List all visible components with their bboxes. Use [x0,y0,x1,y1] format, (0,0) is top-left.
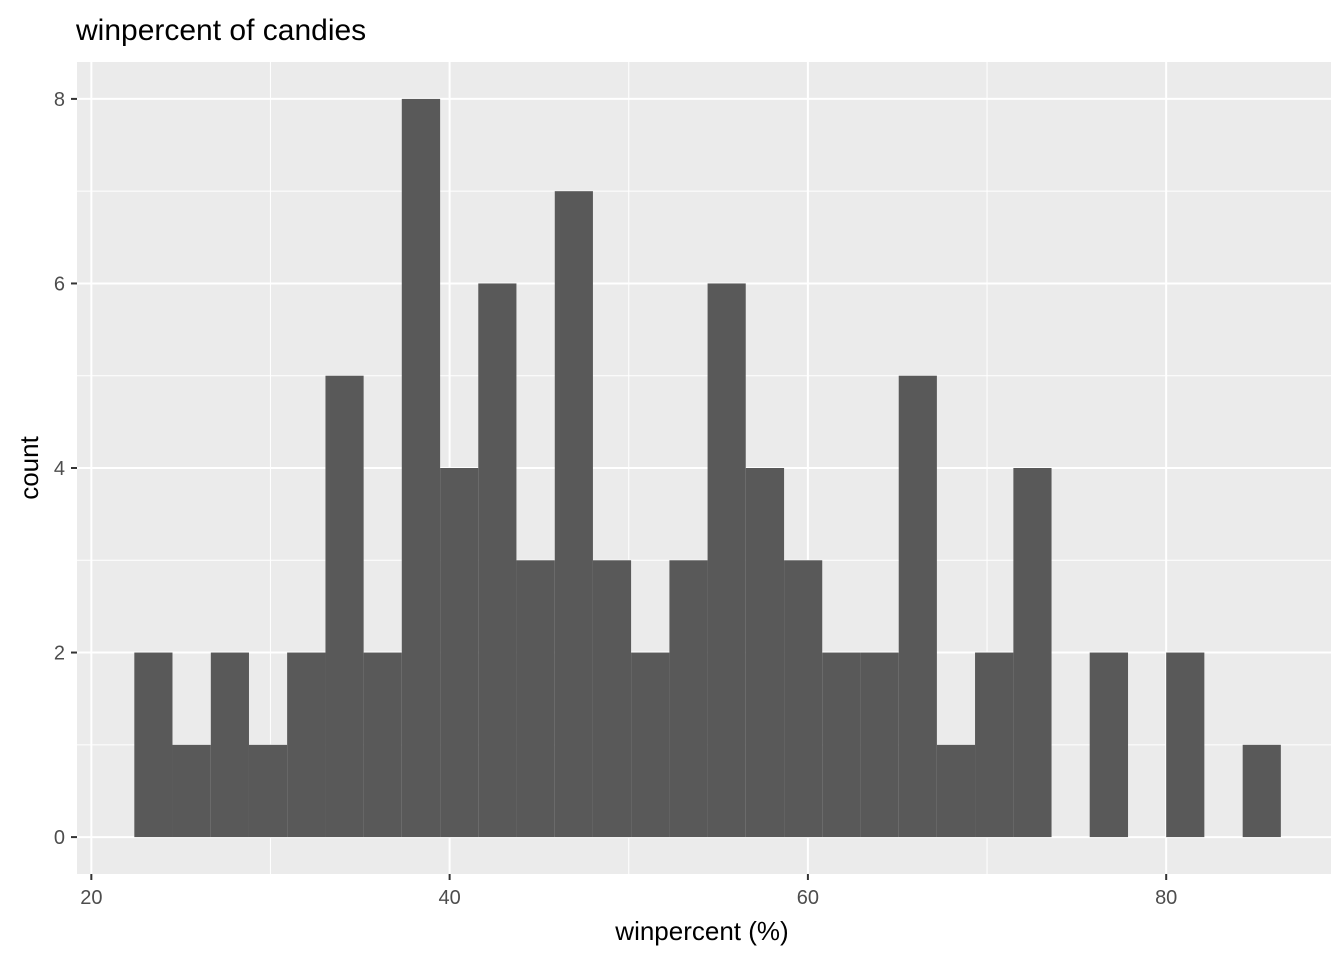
histogram-bar [210,652,249,838]
histogram-bar [516,560,555,838]
x-tick-label: 20 [80,887,102,909]
histogram-bar [822,652,861,838]
y-tick-label: 8 [54,89,65,111]
histogram-bar [936,744,976,838]
histogram-bar [669,560,708,838]
histogram-bar [1089,652,1129,838]
histogram-bar [631,652,670,838]
histogram-bar [401,98,441,838]
histogram-bar [1013,468,1052,838]
histogram-bar [287,652,326,838]
histogram-bar [784,560,823,838]
x-tick-label: 40 [438,887,460,909]
histogram-bar [898,375,937,838]
y-tick-label: 6 [54,273,65,295]
histogram-bar [325,375,364,838]
histogram-bar [134,652,173,838]
histogram-bar [440,468,479,838]
histogram-bar [554,191,593,838]
histogram-bar [745,468,785,838]
histogram-bar [363,652,402,838]
x-axis-title: winpercent (%) [614,916,788,946]
histogram-bar [860,652,899,838]
histogram-bar [478,283,517,838]
histogram-bar [248,744,288,838]
y-axis-title: count [14,435,44,499]
histogram-bar [1166,652,1205,838]
x-tick-label: 80 [1155,887,1177,909]
y-tick-label: 2 [54,643,65,665]
y-tick-label: 0 [54,827,65,849]
histogram-bar [975,652,1014,838]
chart-title: winpercent of candies [75,14,366,47]
x-axis-ticks: 20 40 60 80 [80,874,1177,909]
y-axis-ticks: 0 2 4 6 8 [54,89,77,849]
histogram-bar [172,744,211,838]
histogram-bars [134,98,1281,838]
histogram-bar [707,283,746,838]
histogram-bar [1242,744,1281,838]
x-tick-label: 60 [797,887,819,909]
histogram-bar [592,560,632,838]
y-tick-label: 4 [54,458,65,480]
